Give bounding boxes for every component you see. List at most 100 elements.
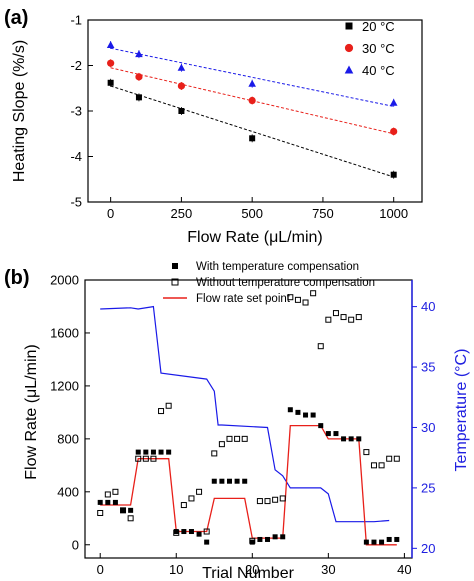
without-compensation-point <box>97 509 104 516</box>
panel-b-ylabel: Flow Rate (μL/min) <box>23 344 40 479</box>
with-compensation-point <box>120 507 126 513</box>
with-compensation-point <box>234 478 240 484</box>
panel-b-y2tick-label: 30 <box>421 420 435 435</box>
panel-a-legend-marker <box>344 65 354 74</box>
panel-b-xtick-label: 0 <box>97 562 104 577</box>
without-compensation-point <box>256 498 263 505</box>
without-compensation-point <box>203 528 210 535</box>
with-compensation-point <box>333 431 339 437</box>
flow-rate-set-point-line <box>100 424 397 546</box>
without-compensation-point <box>135 455 142 462</box>
panel-a-points <box>106 41 398 179</box>
with-compensation-point <box>257 536 263 542</box>
without-compensation-point <box>234 435 241 442</box>
without-compensation-point <box>241 435 248 442</box>
panel-b-legend-label: Without temperature compensation <box>196 277 375 289</box>
panel-a-xtick-label: 750 <box>312 206 334 221</box>
panel-b-legend-marker <box>172 263 178 269</box>
panel-b-lines <box>100 305 397 546</box>
without-compensation-point <box>294 296 301 303</box>
panel-a-point <box>177 63 186 71</box>
with-compensation-point <box>356 436 362 442</box>
with-compensation-point <box>219 478 225 484</box>
with-compensation-point <box>188 529 194 535</box>
with-compensation-point <box>204 539 210 545</box>
panel-b-label: (b) <box>4 267 30 289</box>
panel-b-ytick-label: 400 <box>57 484 79 499</box>
panel-a-legend-marker <box>345 22 353 30</box>
without-compensation-point <box>180 502 187 509</box>
panel-a-ytick-label: -4 <box>70 149 82 164</box>
with-compensation-point <box>196 531 202 537</box>
with-compensation-point <box>135 449 141 455</box>
without-compensation-point <box>317 343 324 350</box>
panel-a-xtick-label: 250 <box>171 206 193 221</box>
without-compensation-point <box>355 314 362 321</box>
with-compensation-point <box>242 478 248 484</box>
panel-a-xlabel: Flow Rate (μL/min) <box>187 229 322 246</box>
with-compensation-point <box>295 409 301 415</box>
without-compensation-point <box>363 449 370 456</box>
panel-a-ticks: 0 250 500 750 1000 -1 -2 -3 -4 -5 <box>70 13 408 222</box>
panel-a-point <box>177 82 186 90</box>
panel-b-y2tick-label: 35 <box>421 360 435 375</box>
panel-b-ytick-label: 2000 <box>50 273 79 288</box>
with-compensation-point <box>128 507 134 513</box>
with-compensation-point <box>379 539 385 545</box>
without-compensation-point <box>302 299 309 306</box>
panel-b-xtick-label: 20 <box>245 562 259 577</box>
panel-a-legend-label: 30 °C <box>362 41 395 56</box>
with-compensation-point <box>143 449 149 455</box>
without-compensation-point <box>196 488 203 495</box>
with-compensation-point <box>348 436 354 442</box>
panel-a-xtick-label: 500 <box>241 206 263 221</box>
with-compensation-point <box>310 412 316 418</box>
panel-b-ytick-label: 1200 <box>50 378 79 393</box>
panel-a-legend-label: 20 °C <box>362 19 395 34</box>
panel-a-fit-line <box>110 47 394 107</box>
without-compensation-point <box>173 529 180 536</box>
without-compensation-point <box>188 495 195 502</box>
panel-b-points <box>97 290 400 545</box>
panel-a-point <box>249 135 256 142</box>
panel-a-point <box>107 59 115 67</box>
panel-b-xtick-label: 30 <box>321 562 335 577</box>
with-compensation-point <box>97 499 103 505</box>
with-compensation-point <box>318 423 324 429</box>
panel-a-ytick-label: -1 <box>70 13 82 28</box>
with-compensation-point <box>249 539 255 545</box>
without-compensation-point <box>310 290 317 297</box>
with-compensation-point <box>226 478 232 484</box>
panel-b-y2label: Temperature (°C) <box>453 349 470 472</box>
with-compensation-point <box>303 412 309 418</box>
panel-b-xtick-label: 40 <box>397 562 411 577</box>
panel-a-point <box>390 127 398 136</box>
panel-a-label: (a) <box>4 7 28 29</box>
with-compensation-point <box>280 534 286 540</box>
panel-b-ytick-label: 0 <box>72 537 79 552</box>
temperature-line <box>100 305 390 523</box>
panel-b-y2tick-label: 20 <box>421 541 435 556</box>
without-compensation-point <box>386 455 393 462</box>
panel-b-xlabel: Trial Number <box>202 565 295 581</box>
panel-a-legend: 20 °C 30 °C 40 °C <box>344 19 395 78</box>
panel-a-fit-lines <box>110 47 394 178</box>
with-compensation-point <box>158 449 164 455</box>
with-compensation-point <box>173 529 179 535</box>
panel-a-point <box>248 96 256 105</box>
panel-b-legend-label: Flow rate set point <box>196 293 291 305</box>
panel-a-point <box>248 79 256 87</box>
without-compensation-point <box>226 435 233 442</box>
with-compensation-point <box>394 536 400 542</box>
with-compensation-point <box>265 536 271 542</box>
without-compensation-point <box>120 507 127 514</box>
with-compensation-point <box>325 431 331 437</box>
with-compensation-point <box>386 536 392 542</box>
without-compensation-point <box>127 515 134 522</box>
without-compensation-point <box>264 498 271 505</box>
panel-b-ytick-label: 1600 <box>50 325 79 340</box>
panel-a-ytick-label: -5 <box>70 195 82 210</box>
panel-a-chart: 0 250 500 750 1000 -1 -2 -3 -4 -5 20 °C 30 °C 40 °C <box>70 13 423 222</box>
